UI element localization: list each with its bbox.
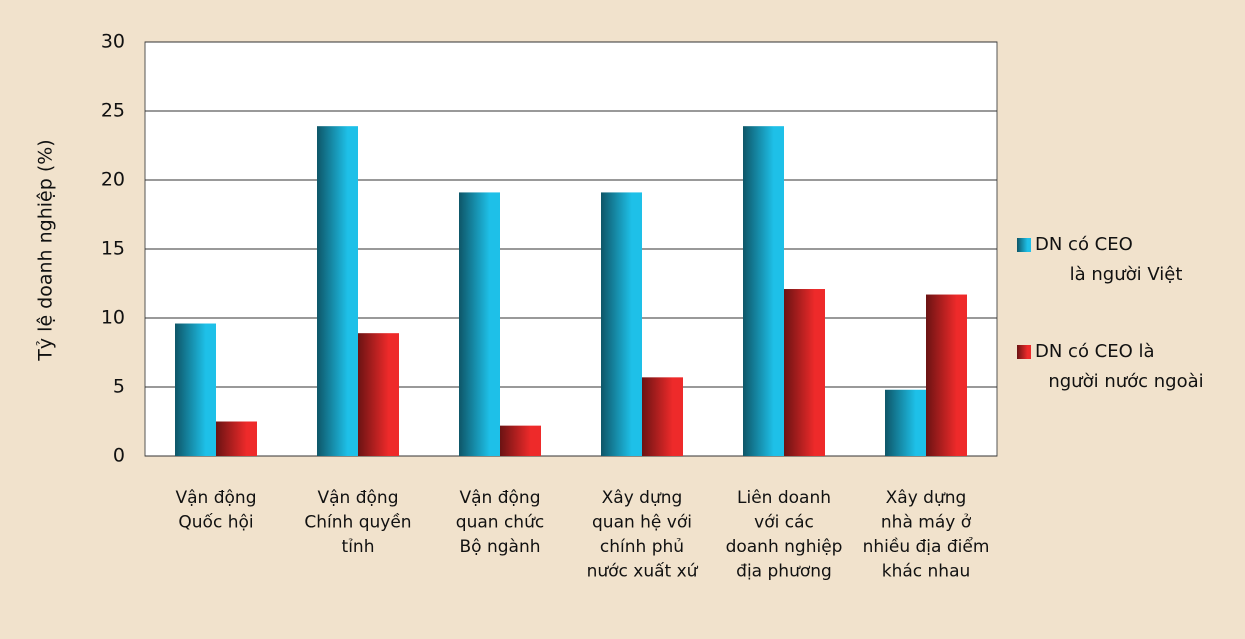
- y-axis-title: Tỷ lệ doanh nghiệp (%): [35, 139, 57, 361]
- y-tick-label: 20: [101, 169, 125, 191]
- bar: [500, 425, 541, 456]
- x-tick-label: Xây dựng: [602, 488, 683, 508]
- x-tick-label: quan chức: [456, 513, 544, 533]
- bar: [175, 323, 216, 456]
- x-tick-label: Xây dựng: [886, 488, 967, 508]
- legend-swatch: [1017, 238, 1031, 252]
- y-tick-label: 0: [113, 445, 125, 467]
- legend-label: DN có CEO: [1035, 234, 1133, 255]
- bar: [358, 333, 399, 456]
- legend-label: DN có CEO là: [1035, 341, 1155, 362]
- x-tick-label: quan hệ với: [592, 513, 692, 533]
- x-tick-label: chính phủ: [600, 537, 684, 557]
- x-tick-label: tỉnh: [342, 537, 375, 557]
- x-tick-label: Vận động: [460, 488, 541, 508]
- x-tick-label: Bộ ngành: [460, 537, 541, 557]
- x-tick-label: Chính quyền: [304, 512, 411, 533]
- bar: [784, 289, 825, 456]
- bar: [743, 126, 784, 457]
- legend-label: người nước ngoài: [1048, 371, 1203, 392]
- legend-swatch: [1017, 345, 1031, 359]
- y-tick-label: 10: [101, 307, 125, 329]
- x-tick-label: nhiều địa điểm: [863, 536, 990, 557]
- x-tick-label: doanh nghiệp: [726, 537, 843, 557]
- x-tick-label: Vận động: [176, 488, 257, 508]
- bar: [459, 192, 500, 457]
- x-tick-label: với các: [754, 513, 814, 533]
- bar: [642, 377, 683, 456]
- x-tick-label: nhà máy ở: [881, 513, 972, 533]
- x-tick-label: Liên doanh: [737, 488, 831, 508]
- y-tick-label: 25: [101, 100, 125, 122]
- y-tick-label: 15: [101, 238, 125, 260]
- bar: [885, 389, 926, 456]
- bar: [601, 192, 642, 457]
- bar: [317, 126, 358, 457]
- y-tick-label: 30: [101, 31, 125, 53]
- bar: [216, 421, 257, 456]
- x-tick-label: Vận động: [318, 488, 399, 508]
- y-tick-label: 5: [113, 376, 125, 398]
- legend-label: là người Việt: [1070, 264, 1183, 285]
- x-tick-label: khác nhau: [882, 562, 971, 582]
- x-tick-label: địa phương: [736, 562, 832, 582]
- x-tick-label: Quốc hội: [178, 512, 253, 533]
- bar: [926, 294, 967, 456]
- x-tick-label: nước xuất xứ: [587, 561, 699, 582]
